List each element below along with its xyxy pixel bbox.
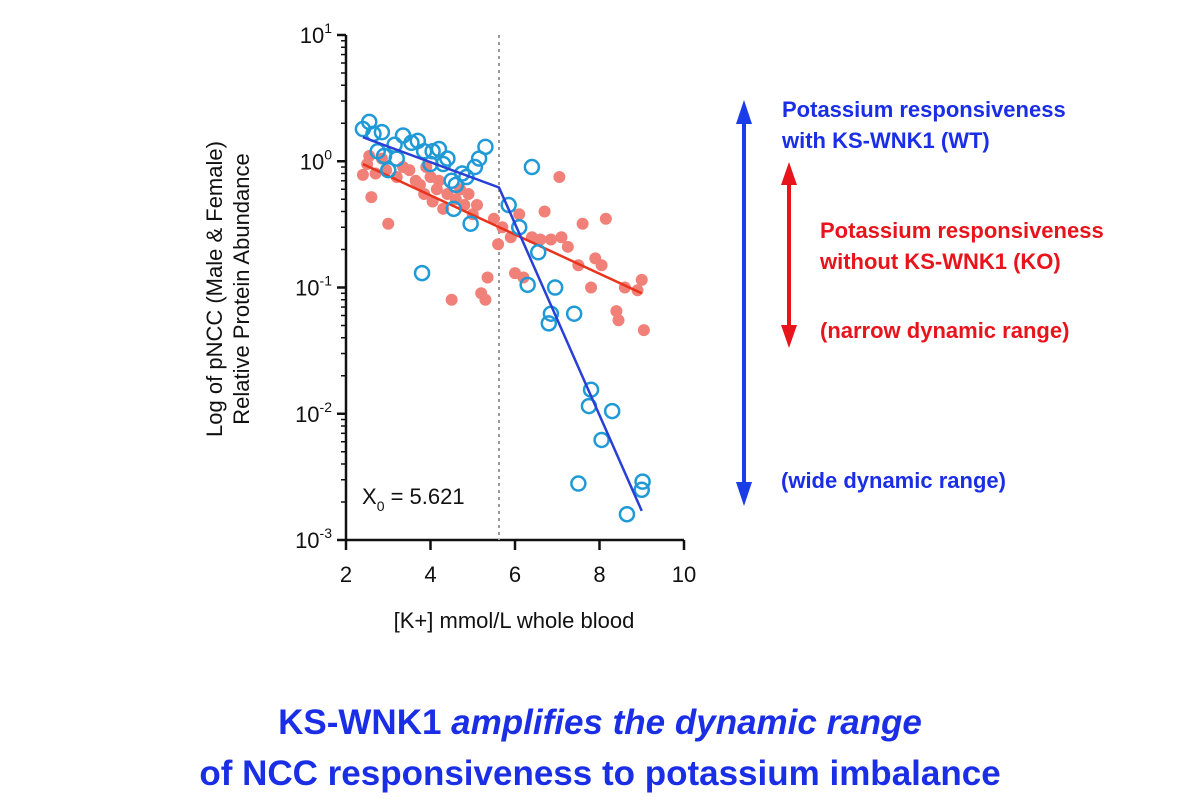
x-tick-label: 10 bbox=[672, 562, 696, 587]
ko-data-point bbox=[576, 217, 589, 230]
y-tick-label: 101 bbox=[300, 20, 332, 48]
ko-data-point bbox=[585, 281, 598, 294]
x0-annotation: X0 = 5.621 bbox=[362, 484, 465, 514]
ko-data-point bbox=[534, 233, 547, 246]
ko-data-point bbox=[635, 273, 648, 286]
x-tick-label: 4 bbox=[424, 562, 436, 587]
wt-data-point bbox=[529, 244, 547, 261]
wt-responsiveness-label: Potassium responsiveness with KS-WNK1 (W… bbox=[782, 94, 1066, 156]
wt-fit-line bbox=[362, 136, 643, 512]
x0-annotation-value: = 5.621 bbox=[384, 484, 464, 509]
ko-data-point bbox=[637, 324, 650, 337]
wt-data-point bbox=[634, 473, 651, 490]
ko-data-point bbox=[517, 271, 530, 284]
ko-data-point bbox=[555, 231, 568, 244]
y-tick-label: 10-1 bbox=[295, 273, 332, 301]
wt-data-point bbox=[388, 150, 405, 167]
blue-range-arrow bbox=[736, 100, 752, 506]
ko-data-point bbox=[470, 199, 483, 212]
x0-annotation-sub: 0 bbox=[377, 498, 385, 514]
wt-data-point bbox=[565, 305, 583, 322]
plot-area: 101 100 10-1 10-2 10-3 2 4 6 8 10 bbox=[295, 20, 696, 587]
ko-data-point bbox=[612, 314, 625, 327]
ko-data-point bbox=[481, 271, 494, 284]
x-tick-label: 2 bbox=[340, 562, 352, 587]
wt-data-point bbox=[445, 200, 462, 218]
wt-data-point bbox=[519, 276, 536, 294]
ko-data-point bbox=[479, 293, 492, 306]
wt-data-point bbox=[593, 431, 610, 449]
caption-line2: of NCC responsiveness to potassium imbal… bbox=[199, 754, 1001, 793]
ko-data-point bbox=[487, 212, 500, 225]
wt-data-point bbox=[373, 123, 391, 141]
ko-data-point bbox=[356, 168, 369, 181]
wt-data-point bbox=[523, 158, 541, 176]
ko-data-point bbox=[561, 240, 574, 253]
wt-data-point bbox=[546, 279, 564, 296]
wt-data-point bbox=[430, 140, 448, 158]
x0-annotation-base: X bbox=[362, 484, 377, 509]
red-range-arrow bbox=[781, 162, 797, 348]
ko-responsiveness-label: Potassium responsiveness without KS-WNK1… bbox=[820, 215, 1104, 277]
ko-data-point bbox=[365, 191, 378, 204]
ko-data-point bbox=[462, 188, 475, 201]
ko-label-line1: Potassium responsiveness bbox=[820, 218, 1104, 243]
ko-data-point bbox=[403, 164, 416, 177]
wt-data-point bbox=[570, 475, 587, 492]
caption-line1-bold: KS-WNK1 bbox=[278, 703, 452, 742]
ko-data-point bbox=[595, 259, 608, 272]
wt-data-point bbox=[453, 165, 471, 182]
wt-data-point bbox=[477, 138, 494, 156]
wt-data-point bbox=[540, 315, 558, 332]
wt-data-point bbox=[439, 150, 456, 167]
ko-data-point bbox=[513, 208, 526, 221]
y-tick-label: 10-2 bbox=[295, 399, 332, 427]
wt-data-point bbox=[380, 161, 397, 179]
wide-range-label: (wide dynamic range) bbox=[781, 468, 1006, 493]
x-tick-label: 6 bbox=[509, 562, 521, 587]
x-tick-label: 8 bbox=[593, 562, 605, 587]
y-tick-label: 100 bbox=[300, 146, 332, 174]
ko-data-point bbox=[544, 233, 557, 246]
y-axis-title-line1: Log of pNCC (Male & Female) bbox=[202, 141, 227, 437]
wt-data-point bbox=[466, 158, 484, 176]
ko-fit-line bbox=[362, 162, 643, 295]
ko-data-point bbox=[492, 238, 505, 251]
wt-data-point bbox=[413, 264, 431, 282]
y-tick-label: 10-3 bbox=[295, 525, 332, 553]
ko-data-point bbox=[382, 217, 395, 230]
ko-data-point bbox=[610, 305, 623, 318]
wt-label-line1: Potassium responsiveness bbox=[782, 97, 1066, 122]
ko-data-point bbox=[432, 174, 445, 187]
narrow-range-label: (narrow dynamic range) bbox=[820, 318, 1070, 343]
ko-data-point bbox=[538, 205, 551, 218]
caption-line1-italic: amplifies the dynamic range bbox=[451, 703, 922, 742]
wt-label-line2: with KS-WNK1 (WT) bbox=[782, 128, 990, 153]
ko-label-line2: without KS-WNK1 (KO) bbox=[820, 249, 1061, 274]
caption-line1: KS-WNK1 amplifies the dynamic range bbox=[0, 700, 1200, 746]
x-axis-title: [K+] mmol/L whole blood bbox=[394, 608, 635, 633]
wt-data-point bbox=[603, 402, 621, 420]
ko-data-point bbox=[599, 212, 612, 225]
y-axis-title-line2: Relative Protein Abundance bbox=[229, 153, 254, 425]
wt-data-point bbox=[618, 505, 636, 523]
wt-data-point bbox=[462, 215, 479, 232]
ko-data-point bbox=[445, 293, 458, 306]
ko-data-point bbox=[363, 150, 376, 163]
ko-data-point bbox=[553, 171, 566, 184]
wt-data-point bbox=[633, 481, 650, 499]
